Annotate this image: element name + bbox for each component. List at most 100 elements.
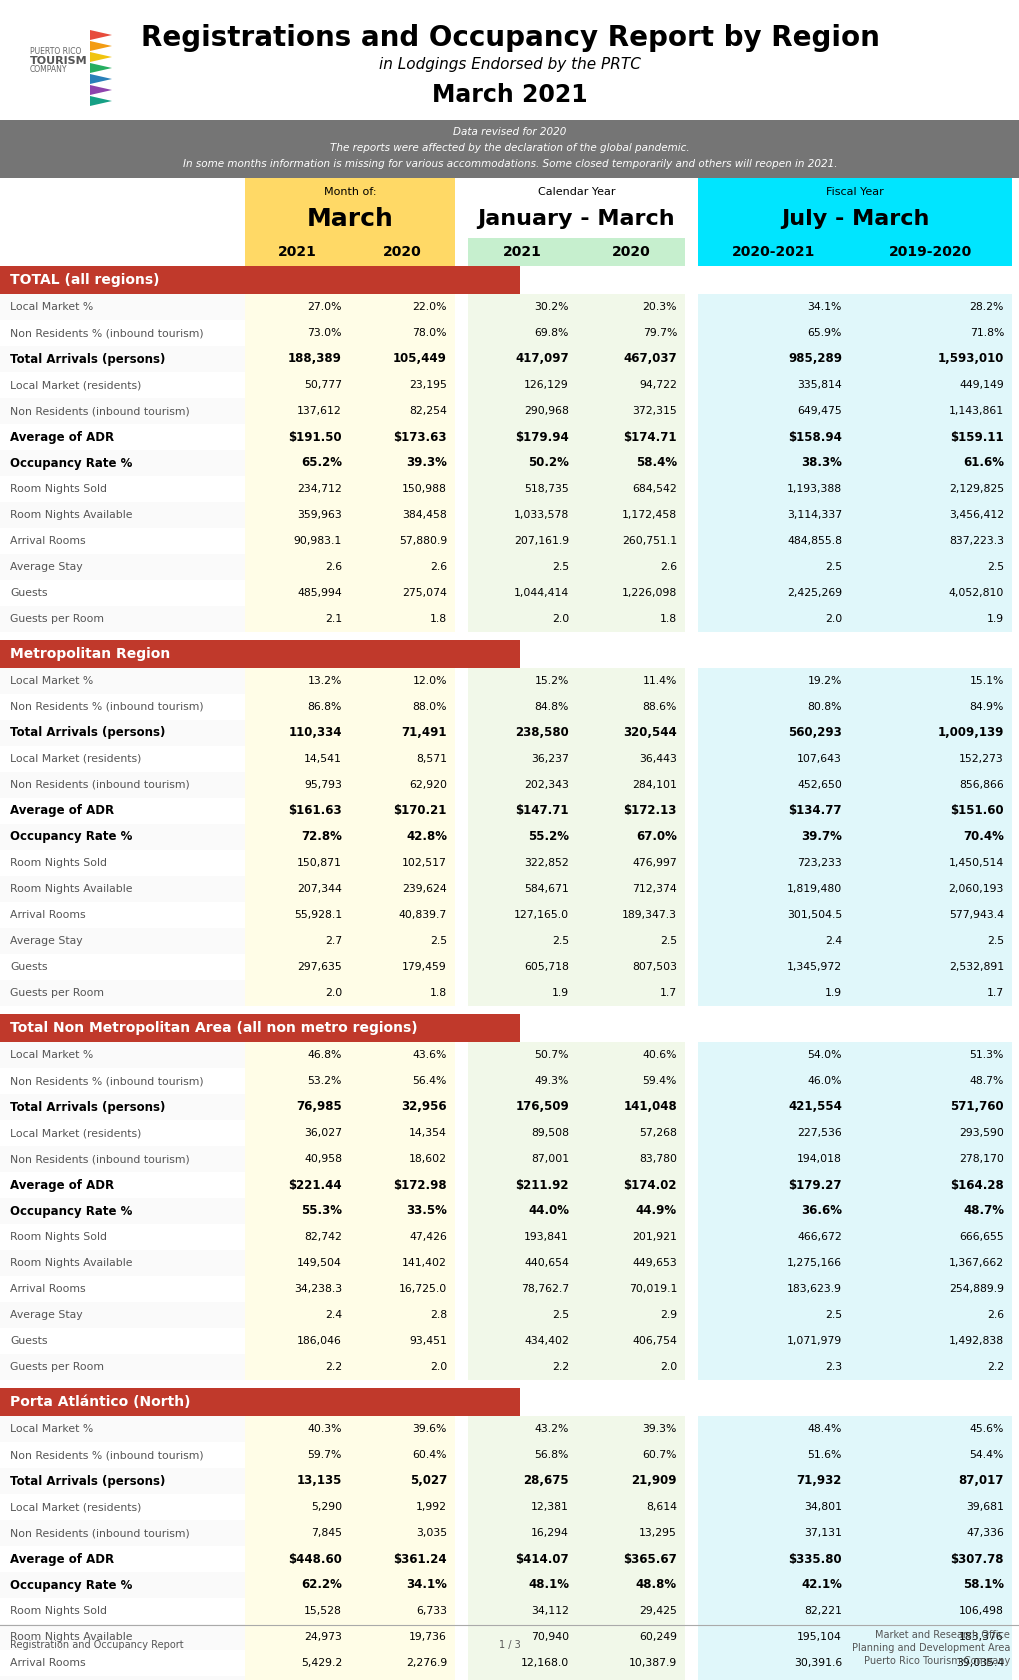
Text: Non Residents (inbound tourism): Non Residents (inbound tourism)	[10, 780, 190, 790]
Bar	[697, 694, 1011, 721]
Text: 238,580: 238,580	[515, 726, 569, 739]
Text: 3,035: 3,035	[416, 1529, 446, 1537]
Text: 53.2%: 53.2%	[308, 1075, 341, 1085]
Text: 48.1%: 48.1%	[528, 1579, 569, 1591]
Text: 102,517: 102,517	[401, 858, 446, 869]
Text: 36,443: 36,443	[639, 754, 677, 764]
Text: 2.5: 2.5	[551, 1310, 569, 1320]
Text: $164.28: $164.28	[950, 1178, 1003, 1191]
Bar	[245, 319, 454, 346]
Bar	[697, 850, 1011, 875]
Bar	[697, 746, 1011, 773]
Text: Average Stay: Average Stay	[10, 936, 83, 946]
Text: Local Market %: Local Market %	[10, 302, 93, 312]
Bar	[0, 1225, 245, 1250]
Bar	[468, 1068, 685, 1094]
Text: 1,593,010: 1,593,010	[936, 353, 1003, 366]
Bar	[0, 927, 245, 954]
Bar	[0, 319, 245, 346]
Bar	[697, 1546, 1011, 1572]
Text: 56.8%: 56.8%	[534, 1450, 569, 1460]
Text: Room Nights Sold: Room Nights Sold	[10, 858, 107, 869]
Bar	[697, 319, 1011, 346]
Bar	[468, 902, 685, 927]
Text: 417,097: 417,097	[515, 353, 569, 366]
Text: 50.7%: 50.7%	[534, 1050, 569, 1060]
Text: 54.4%: 54.4%	[969, 1450, 1003, 1460]
Bar	[697, 1650, 1011, 1677]
Text: Average Stay: Average Stay	[10, 1310, 83, 1320]
Text: 55.3%: 55.3%	[301, 1205, 341, 1218]
Text: $211.92: $211.92	[515, 1178, 569, 1191]
Text: January - March: January - March	[477, 208, 675, 228]
Text: 71,491: 71,491	[401, 726, 446, 739]
Text: 43.2%: 43.2%	[534, 1425, 569, 1435]
Text: 30,391.6: 30,391.6	[793, 1658, 841, 1668]
Text: 560,293: 560,293	[788, 726, 841, 739]
Text: 2.5: 2.5	[986, 936, 1003, 946]
Bar	[468, 398, 685, 423]
Bar	[245, 1173, 454, 1198]
Text: 105,449: 105,449	[392, 353, 446, 366]
Text: Guests: Guests	[10, 1336, 48, 1346]
Text: 1,009,139: 1,009,139	[936, 726, 1003, 739]
Text: 1,992: 1,992	[416, 1502, 446, 1512]
Text: 20.3%: 20.3%	[642, 302, 677, 312]
Bar	[0, 1546, 245, 1572]
Text: Local Market %: Local Market %	[10, 675, 93, 685]
Text: 1,033,578: 1,033,578	[514, 511, 569, 521]
Bar	[468, 1354, 685, 1379]
Bar	[245, 528, 454, 554]
Text: 1,226,098: 1,226,098	[622, 588, 677, 598]
Text: $221.44: $221.44	[288, 1178, 341, 1191]
Bar	[697, 1494, 1011, 1520]
Bar	[245, 1416, 454, 1441]
Text: 50.2%: 50.2%	[528, 457, 569, 469]
Polygon shape	[90, 62, 112, 72]
Bar	[0, 640, 520, 669]
Text: 95,793: 95,793	[304, 780, 341, 790]
Text: 39,681: 39,681	[965, 1502, 1003, 1512]
Text: 76,985: 76,985	[296, 1100, 341, 1114]
Text: 1,345,972: 1,345,972	[786, 963, 841, 973]
Bar	[0, 902, 245, 927]
Text: 16,294: 16,294	[531, 1529, 569, 1537]
Bar	[245, 1441, 454, 1468]
Bar	[468, 721, 685, 746]
Text: 8,614: 8,614	[645, 1502, 677, 1512]
Bar	[245, 1094, 454, 1121]
Bar	[697, 798, 1011, 823]
Bar	[468, 528, 685, 554]
Text: Registrations and Occupancy Report by Region: Registrations and Occupancy Report by Re…	[141, 24, 878, 52]
Text: 2.5: 2.5	[824, 563, 841, 571]
Bar	[0, 979, 245, 1006]
Text: 30.2%: 30.2%	[534, 302, 569, 312]
Text: 2.0: 2.0	[659, 1362, 677, 1373]
Text: Guests: Guests	[10, 963, 48, 973]
Text: 71.8%: 71.8%	[969, 328, 1003, 338]
Text: 183,623.9: 183,623.9	[787, 1284, 841, 1294]
Text: 183,376: 183,376	[958, 1631, 1003, 1641]
Text: 1.8: 1.8	[659, 613, 677, 623]
Text: 666,655: 666,655	[958, 1231, 1003, 1242]
Text: Guests per Room: Guests per Room	[10, 1362, 104, 1373]
Text: 13,295: 13,295	[639, 1529, 677, 1537]
Polygon shape	[90, 30, 112, 40]
Text: 1.9: 1.9	[986, 613, 1003, 623]
Bar	[245, 1598, 454, 1625]
Bar	[245, 450, 454, 475]
Bar	[245, 669, 454, 694]
Bar	[468, 1625, 685, 1650]
Bar	[0, 1416, 245, 1441]
Bar	[245, 1546, 454, 1572]
Text: 44.0%: 44.0%	[528, 1205, 569, 1218]
Text: $147.71: $147.71	[515, 805, 569, 818]
Text: 60,249: 60,249	[638, 1631, 677, 1641]
Bar	[697, 721, 1011, 746]
Text: 43.6%: 43.6%	[413, 1050, 446, 1060]
Text: 297,635: 297,635	[297, 963, 341, 973]
Text: 40.3%: 40.3%	[307, 1425, 341, 1435]
Bar	[245, 398, 454, 423]
Bar	[468, 694, 685, 721]
Bar	[0, 1468, 245, 1494]
